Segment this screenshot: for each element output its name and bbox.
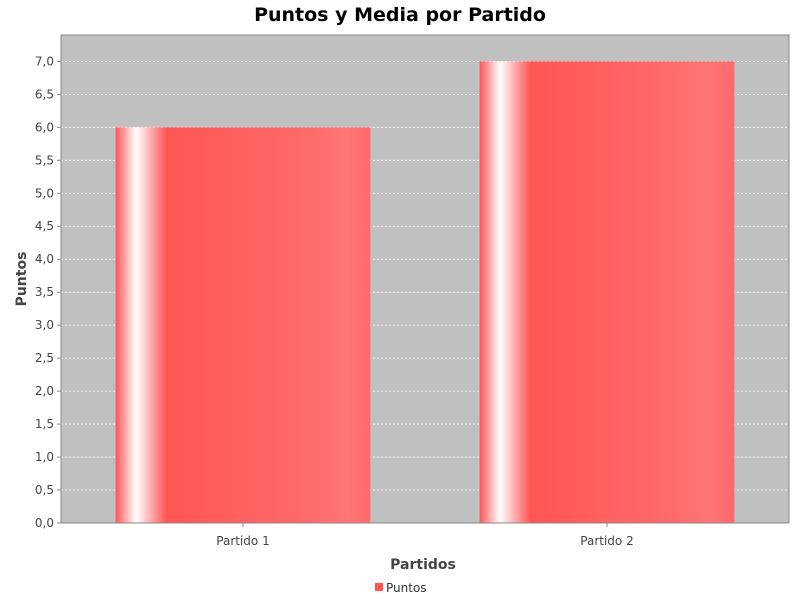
x-tick-label: Partido 2 bbox=[580, 534, 633, 548]
y-tick-label: 6,5 bbox=[35, 87, 54, 101]
y-tick-label: 0,5 bbox=[35, 483, 54, 497]
y-tick-label: 1,5 bbox=[35, 417, 54, 431]
y-tick-label: 2,5 bbox=[35, 351, 54, 365]
y-tick-label: 4,0 bbox=[35, 252, 54, 266]
x-axis-label: Partidos bbox=[390, 557, 456, 573]
y-tick-label: 3,5 bbox=[35, 285, 54, 299]
bars bbox=[115, 61, 735, 523]
legend-swatch-puntos bbox=[375, 583, 383, 591]
y-tick-label: 2,0 bbox=[35, 384, 54, 398]
y-tick-label: 0,0 bbox=[35, 516, 54, 530]
bar-partido-2 bbox=[479, 61, 735, 523]
chart-title: Puntos y Media por Partido bbox=[254, 4, 546, 26]
y-tick-label: 3,0 bbox=[35, 318, 54, 332]
y-axis-label: Puntos bbox=[14, 252, 30, 307]
legend-label-puntos: Puntos bbox=[386, 581, 427, 595]
y-tick-label: 5,0 bbox=[35, 186, 54, 200]
y-tick-label: 6,0 bbox=[35, 120, 54, 134]
x-axis-ticks: Partido 1 Partido 2 bbox=[216, 523, 634, 548]
y-tick-label: 1,0 bbox=[35, 450, 54, 464]
y-tick-label: 7,0 bbox=[35, 54, 54, 68]
y-axis-ticks: 0,0 0,5 1,0 1,5 2,0 2,5 3,0 3,5 4,0 4,5 5,0 5,5 6,0 6… bbox=[35, 54, 61, 530]
y-tick-label: 4,5 bbox=[35, 219, 54, 233]
x-tick-label: Partido 1 bbox=[216, 534, 269, 548]
legend: Puntos bbox=[375, 581, 427, 595]
bar-partido-1 bbox=[115, 127, 371, 523]
y-tick-label: 5,5 bbox=[35, 153, 54, 167]
